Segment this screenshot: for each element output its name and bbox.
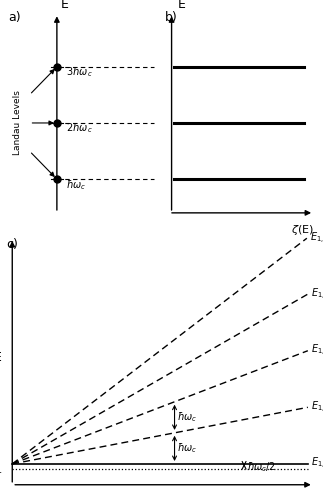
Text: E: E <box>60 0 68 10</box>
Text: E: E <box>0 351 2 364</box>
Text: c): c) <box>6 238 18 251</box>
Text: Landau Levels: Landau Levels <box>13 90 22 156</box>
Text: $E_1$: $E_1$ <box>0 462 2 476</box>
Text: b): b) <box>165 10 178 23</box>
Text: $\hbar\omega_c$: $\hbar\omega_c$ <box>66 178 86 191</box>
Text: $\zeta$(E): $\zeta$(E) <box>291 223 314 237</box>
Text: $\hbar\omega_c$: $\hbar\omega_c$ <box>177 441 198 455</box>
Text: a): a) <box>8 10 21 23</box>
Text: $E_{1,1}$: $E_{1,1}$ <box>311 400 323 415</box>
Text: $E_{1,0}$: $E_{1,0}$ <box>311 456 323 472</box>
Text: $E_{1,3}$: $E_{1,3}$ <box>311 287 323 302</box>
Text: $\hbar\omega_c/2$: $\hbar\omega_c/2$ <box>247 460 276 474</box>
Text: E: E <box>178 0 186 10</box>
Text: $\hbar\omega_c$: $\hbar\omega_c$ <box>177 411 198 424</box>
Text: $2\hbar\omega_c$: $2\hbar\omega_c$ <box>66 122 92 135</box>
Text: $E_{1,4}$: $E_{1,4}$ <box>310 231 323 246</box>
Text: $E_{1,2}$: $E_{1,2}$ <box>311 343 323 358</box>
Text: $3\hbar\omega_c$: $3\hbar\omega_c$ <box>66 65 92 79</box>
